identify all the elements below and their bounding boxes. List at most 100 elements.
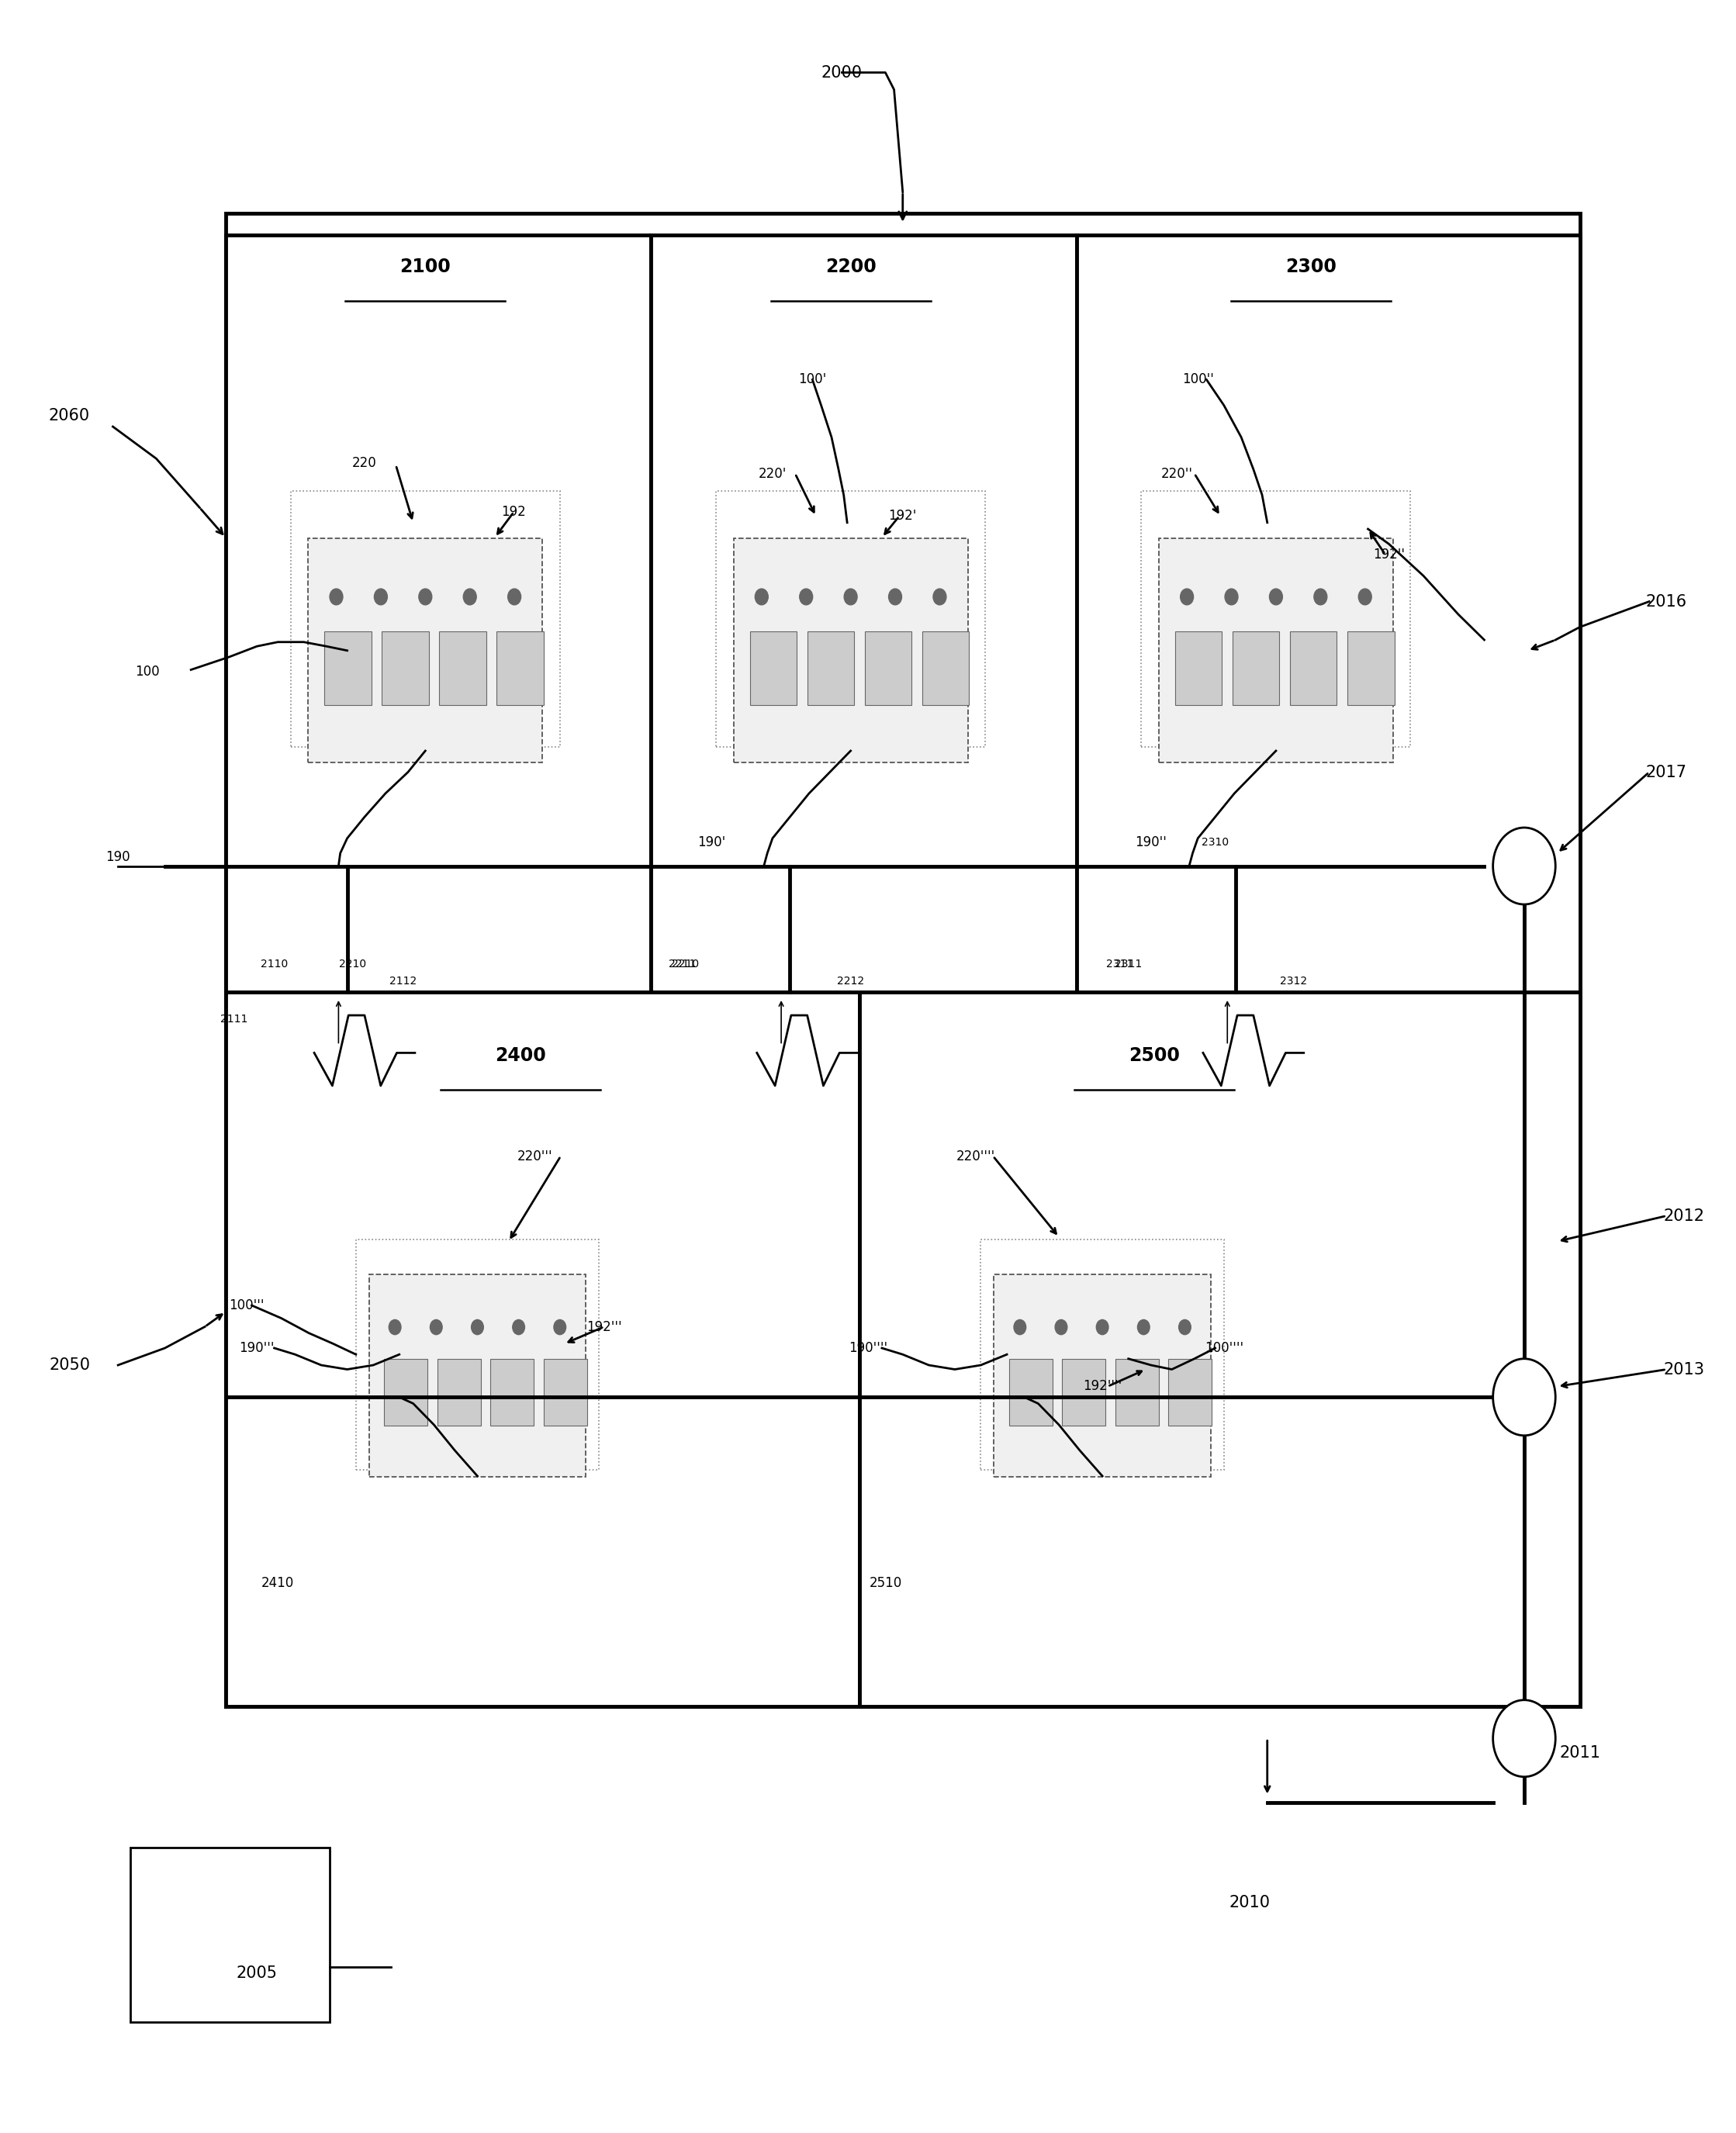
Text: 220'': 220'' <box>1161 467 1193 480</box>
Text: 2211: 2211 <box>668 958 696 971</box>
Text: 220''': 220''' <box>517 1150 552 1162</box>
Circle shape <box>1055 1320 1068 1335</box>
FancyBboxPatch shape <box>226 992 859 1706</box>
FancyBboxPatch shape <box>490 1359 535 1425</box>
Circle shape <box>330 589 342 606</box>
FancyBboxPatch shape <box>1116 1359 1160 1425</box>
Text: 2017: 2017 <box>1646 764 1687 781</box>
Text: 192'''': 192'''' <box>1083 1380 1121 1393</box>
FancyBboxPatch shape <box>1233 631 1279 706</box>
FancyBboxPatch shape <box>130 1847 330 2022</box>
Text: 100'': 100'' <box>1182 373 1213 386</box>
Text: 2060: 2060 <box>49 407 90 424</box>
FancyBboxPatch shape <box>439 631 486 706</box>
FancyBboxPatch shape <box>370 1276 587 1476</box>
Text: 2050: 2050 <box>49 1357 90 1374</box>
FancyBboxPatch shape <box>1175 631 1222 706</box>
Circle shape <box>472 1320 483 1335</box>
Circle shape <box>1226 589 1238 606</box>
Text: 190': 190' <box>698 836 726 849</box>
FancyBboxPatch shape <box>543 1359 587 1425</box>
Circle shape <box>755 589 767 606</box>
Text: 220': 220' <box>759 467 786 480</box>
Text: 2500: 2500 <box>1128 1047 1180 1064</box>
Text: 192''': 192''' <box>587 1320 621 1333</box>
FancyBboxPatch shape <box>1290 631 1337 706</box>
Text: 2013: 2013 <box>1663 1361 1705 1378</box>
Circle shape <box>509 589 521 606</box>
Text: 2510: 2510 <box>870 1576 901 1589</box>
Circle shape <box>1493 1700 1555 1777</box>
Text: 2300: 2300 <box>1285 258 1337 275</box>
FancyBboxPatch shape <box>750 631 797 706</box>
Text: 192': 192' <box>889 510 917 523</box>
FancyBboxPatch shape <box>325 631 372 706</box>
FancyBboxPatch shape <box>1009 1359 1052 1425</box>
Text: 2010: 2010 <box>1229 1894 1271 1911</box>
FancyBboxPatch shape <box>859 992 1580 1706</box>
FancyBboxPatch shape <box>437 1359 481 1425</box>
Circle shape <box>389 1320 401 1335</box>
Circle shape <box>1493 1359 1555 1436</box>
Text: 2212: 2212 <box>837 975 865 988</box>
FancyBboxPatch shape <box>496 631 543 706</box>
Text: 2112: 2112 <box>389 975 417 988</box>
FancyBboxPatch shape <box>226 235 651 992</box>
FancyBboxPatch shape <box>1347 631 1394 706</box>
FancyBboxPatch shape <box>1076 235 1580 992</box>
Circle shape <box>1014 1320 1026 1335</box>
FancyBboxPatch shape <box>922 631 969 706</box>
Text: 2200: 2200 <box>825 258 877 275</box>
Circle shape <box>1359 589 1371 606</box>
Circle shape <box>934 589 946 606</box>
Circle shape <box>800 589 812 606</box>
Text: 192'': 192'' <box>1373 548 1404 561</box>
Text: 190'': 190'' <box>1135 836 1167 849</box>
Text: 100''': 100''' <box>229 1299 264 1312</box>
FancyBboxPatch shape <box>865 631 911 706</box>
Text: 190: 190 <box>106 851 130 864</box>
Text: 192: 192 <box>502 506 526 518</box>
Text: 100'''': 100'''' <box>1205 1342 1243 1354</box>
Text: 190''': 190''' <box>240 1342 274 1354</box>
Circle shape <box>844 589 858 606</box>
Circle shape <box>418 589 432 606</box>
FancyBboxPatch shape <box>226 213 1580 1706</box>
FancyBboxPatch shape <box>807 631 854 706</box>
Circle shape <box>1097 1320 1109 1335</box>
Text: 100: 100 <box>135 665 160 678</box>
FancyBboxPatch shape <box>1062 1359 1106 1425</box>
Text: 190'''': 190'''' <box>849 1342 887 1354</box>
Text: 2110: 2110 <box>260 958 288 971</box>
Text: 2312: 2312 <box>1279 975 1307 988</box>
Text: 2100: 2100 <box>399 258 451 275</box>
FancyBboxPatch shape <box>382 631 429 706</box>
FancyBboxPatch shape <box>993 1276 1212 1476</box>
Circle shape <box>1137 1320 1149 1335</box>
Circle shape <box>1179 1320 1191 1335</box>
Text: 2012: 2012 <box>1663 1207 1705 1224</box>
FancyBboxPatch shape <box>309 540 542 764</box>
Circle shape <box>1314 589 1326 606</box>
Circle shape <box>1269 589 1283 606</box>
FancyBboxPatch shape <box>733 540 969 764</box>
Circle shape <box>1493 828 1555 904</box>
FancyBboxPatch shape <box>1160 540 1392 764</box>
Text: 2016: 2016 <box>1646 593 1687 610</box>
FancyBboxPatch shape <box>384 1359 427 1425</box>
Circle shape <box>512 1320 524 1335</box>
Text: 2410: 2410 <box>262 1576 293 1589</box>
Text: 2111: 2111 <box>220 1013 248 1026</box>
Text: 100': 100' <box>799 373 826 386</box>
Text: 2011: 2011 <box>1559 1745 1601 1762</box>
Text: 2311: 2311 <box>1106 958 1134 971</box>
Circle shape <box>889 589 901 606</box>
Text: 2000: 2000 <box>821 64 863 81</box>
Circle shape <box>431 1320 443 1335</box>
Text: 220: 220 <box>352 456 377 469</box>
Circle shape <box>375 589 387 606</box>
Text: 2005: 2005 <box>236 1964 278 1982</box>
Circle shape <box>464 589 476 606</box>
Text: 2400: 2400 <box>495 1047 547 1064</box>
Text: 220'''': 220'''' <box>957 1150 995 1162</box>
